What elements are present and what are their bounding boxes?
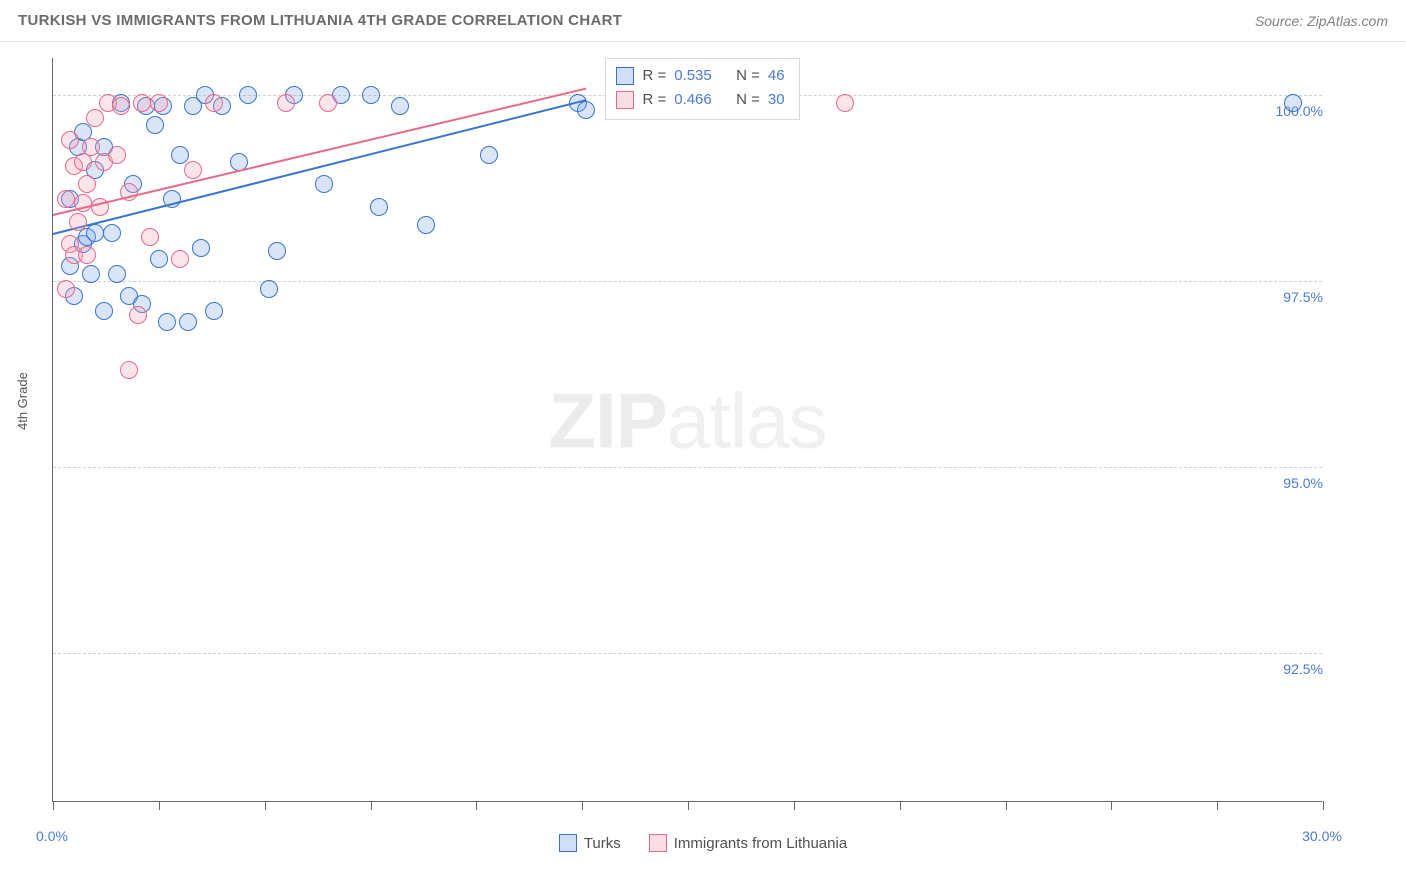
scatter-point <box>192 239 210 257</box>
x-tick <box>265 801 266 810</box>
x-tick <box>582 801 583 810</box>
y-tick-label: 97.5% <box>1263 289 1323 305</box>
scatter-point <box>260 280 278 298</box>
legend-label: Turks <box>584 835 621 852</box>
scatter-plot-area: ZIPatlas 92.5%95.0%97.5%100.0%R =0.535 N… <box>52 58 1322 802</box>
watermark: ZIPatlas <box>548 375 826 466</box>
scatter-point <box>108 146 126 164</box>
scatter-point <box>95 302 113 320</box>
legend-stats: R =0.535 N =46R =0.466 N =30 <box>605 58 799 120</box>
scatter-point <box>78 175 96 193</box>
scatter-point <box>146 116 164 134</box>
legend-swatch <box>559 834 577 852</box>
scatter-point <box>103 224 121 242</box>
legend-label: Immigrants from Lithuania <box>674 835 847 852</box>
legend-stats-row: R =0.466 N =30 <box>616 88 784 112</box>
scatter-point <box>150 250 168 268</box>
scatter-point <box>69 213 87 231</box>
scatter-point <box>86 109 104 127</box>
x-tick <box>159 801 160 810</box>
gridline <box>53 281 1322 282</box>
scatter-point <box>577 101 595 119</box>
scatter-point <box>129 306 147 324</box>
scatter-point <box>239 86 257 104</box>
scatter-point <box>150 94 168 112</box>
x-tick-label: 30.0% <box>1302 828 1342 844</box>
scatter-point <box>171 146 189 164</box>
scatter-point <box>179 313 197 331</box>
legend-item: Immigrants from Lithuania <box>649 834 847 852</box>
legend-stats-row: R =0.535 N =46 <box>616 64 784 88</box>
x-tick <box>688 801 689 810</box>
scatter-point <box>268 242 286 260</box>
scatter-point <box>417 216 435 234</box>
scatter-point <box>205 94 223 112</box>
scatter-point <box>57 190 75 208</box>
scatter-point <box>171 250 189 268</box>
scatter-point <box>205 302 223 320</box>
scatter-point <box>370 198 388 216</box>
legend-item: Turks <box>559 834 621 852</box>
scatter-point <box>133 94 151 112</box>
scatter-point <box>158 313 176 331</box>
scatter-point <box>836 94 854 112</box>
scatter-point <box>319 94 337 112</box>
scatter-point <box>480 146 498 164</box>
legend-swatch <box>616 67 634 85</box>
x-tick <box>1111 801 1112 810</box>
chart-header: TURKISH VS IMMIGRANTS FROM LITHUANIA 4TH… <box>0 0 1406 42</box>
x-tick <box>53 801 54 810</box>
gridline <box>53 653 1322 654</box>
gridline <box>53 467 1322 468</box>
x-tick <box>1217 801 1218 810</box>
chart-source: Source: ZipAtlas.com <box>1255 13 1388 29</box>
scatter-point <box>82 138 100 156</box>
scatter-point <box>61 131 79 149</box>
scatter-point <box>78 246 96 264</box>
scatter-point <box>141 228 159 246</box>
x-tick <box>1006 801 1007 810</box>
scatter-point <box>184 161 202 179</box>
chart-title: TURKISH VS IMMIGRANTS FROM LITHUANIA 4TH… <box>18 12 622 29</box>
scatter-point <box>277 94 295 112</box>
legend-bottom: Turks Immigrants from Lithuania <box>0 834 1406 852</box>
x-tick <box>794 801 795 810</box>
legend-swatch <box>616 91 634 109</box>
x-tick <box>1323 801 1324 810</box>
scatter-point <box>108 265 126 283</box>
x-tick <box>900 801 901 810</box>
x-tick <box>476 801 477 810</box>
trend-line <box>53 99 587 235</box>
scatter-point <box>112 97 130 115</box>
scatter-point <box>391 97 409 115</box>
y-tick-label: 95.0% <box>1263 475 1323 491</box>
scatter-point <box>1284 94 1302 112</box>
scatter-point <box>82 265 100 283</box>
x-tick <box>371 801 372 810</box>
y-tick-label: 92.5% <box>1263 661 1323 677</box>
scatter-point <box>120 361 138 379</box>
x-tick-label: 0.0% <box>36 828 68 844</box>
scatter-point <box>57 280 75 298</box>
y-axis-label: 4th Grade <box>15 372 30 430</box>
scatter-point <box>362 86 380 104</box>
scatter-point <box>315 175 333 193</box>
legend-swatch <box>649 834 667 852</box>
scatter-point <box>86 224 104 242</box>
